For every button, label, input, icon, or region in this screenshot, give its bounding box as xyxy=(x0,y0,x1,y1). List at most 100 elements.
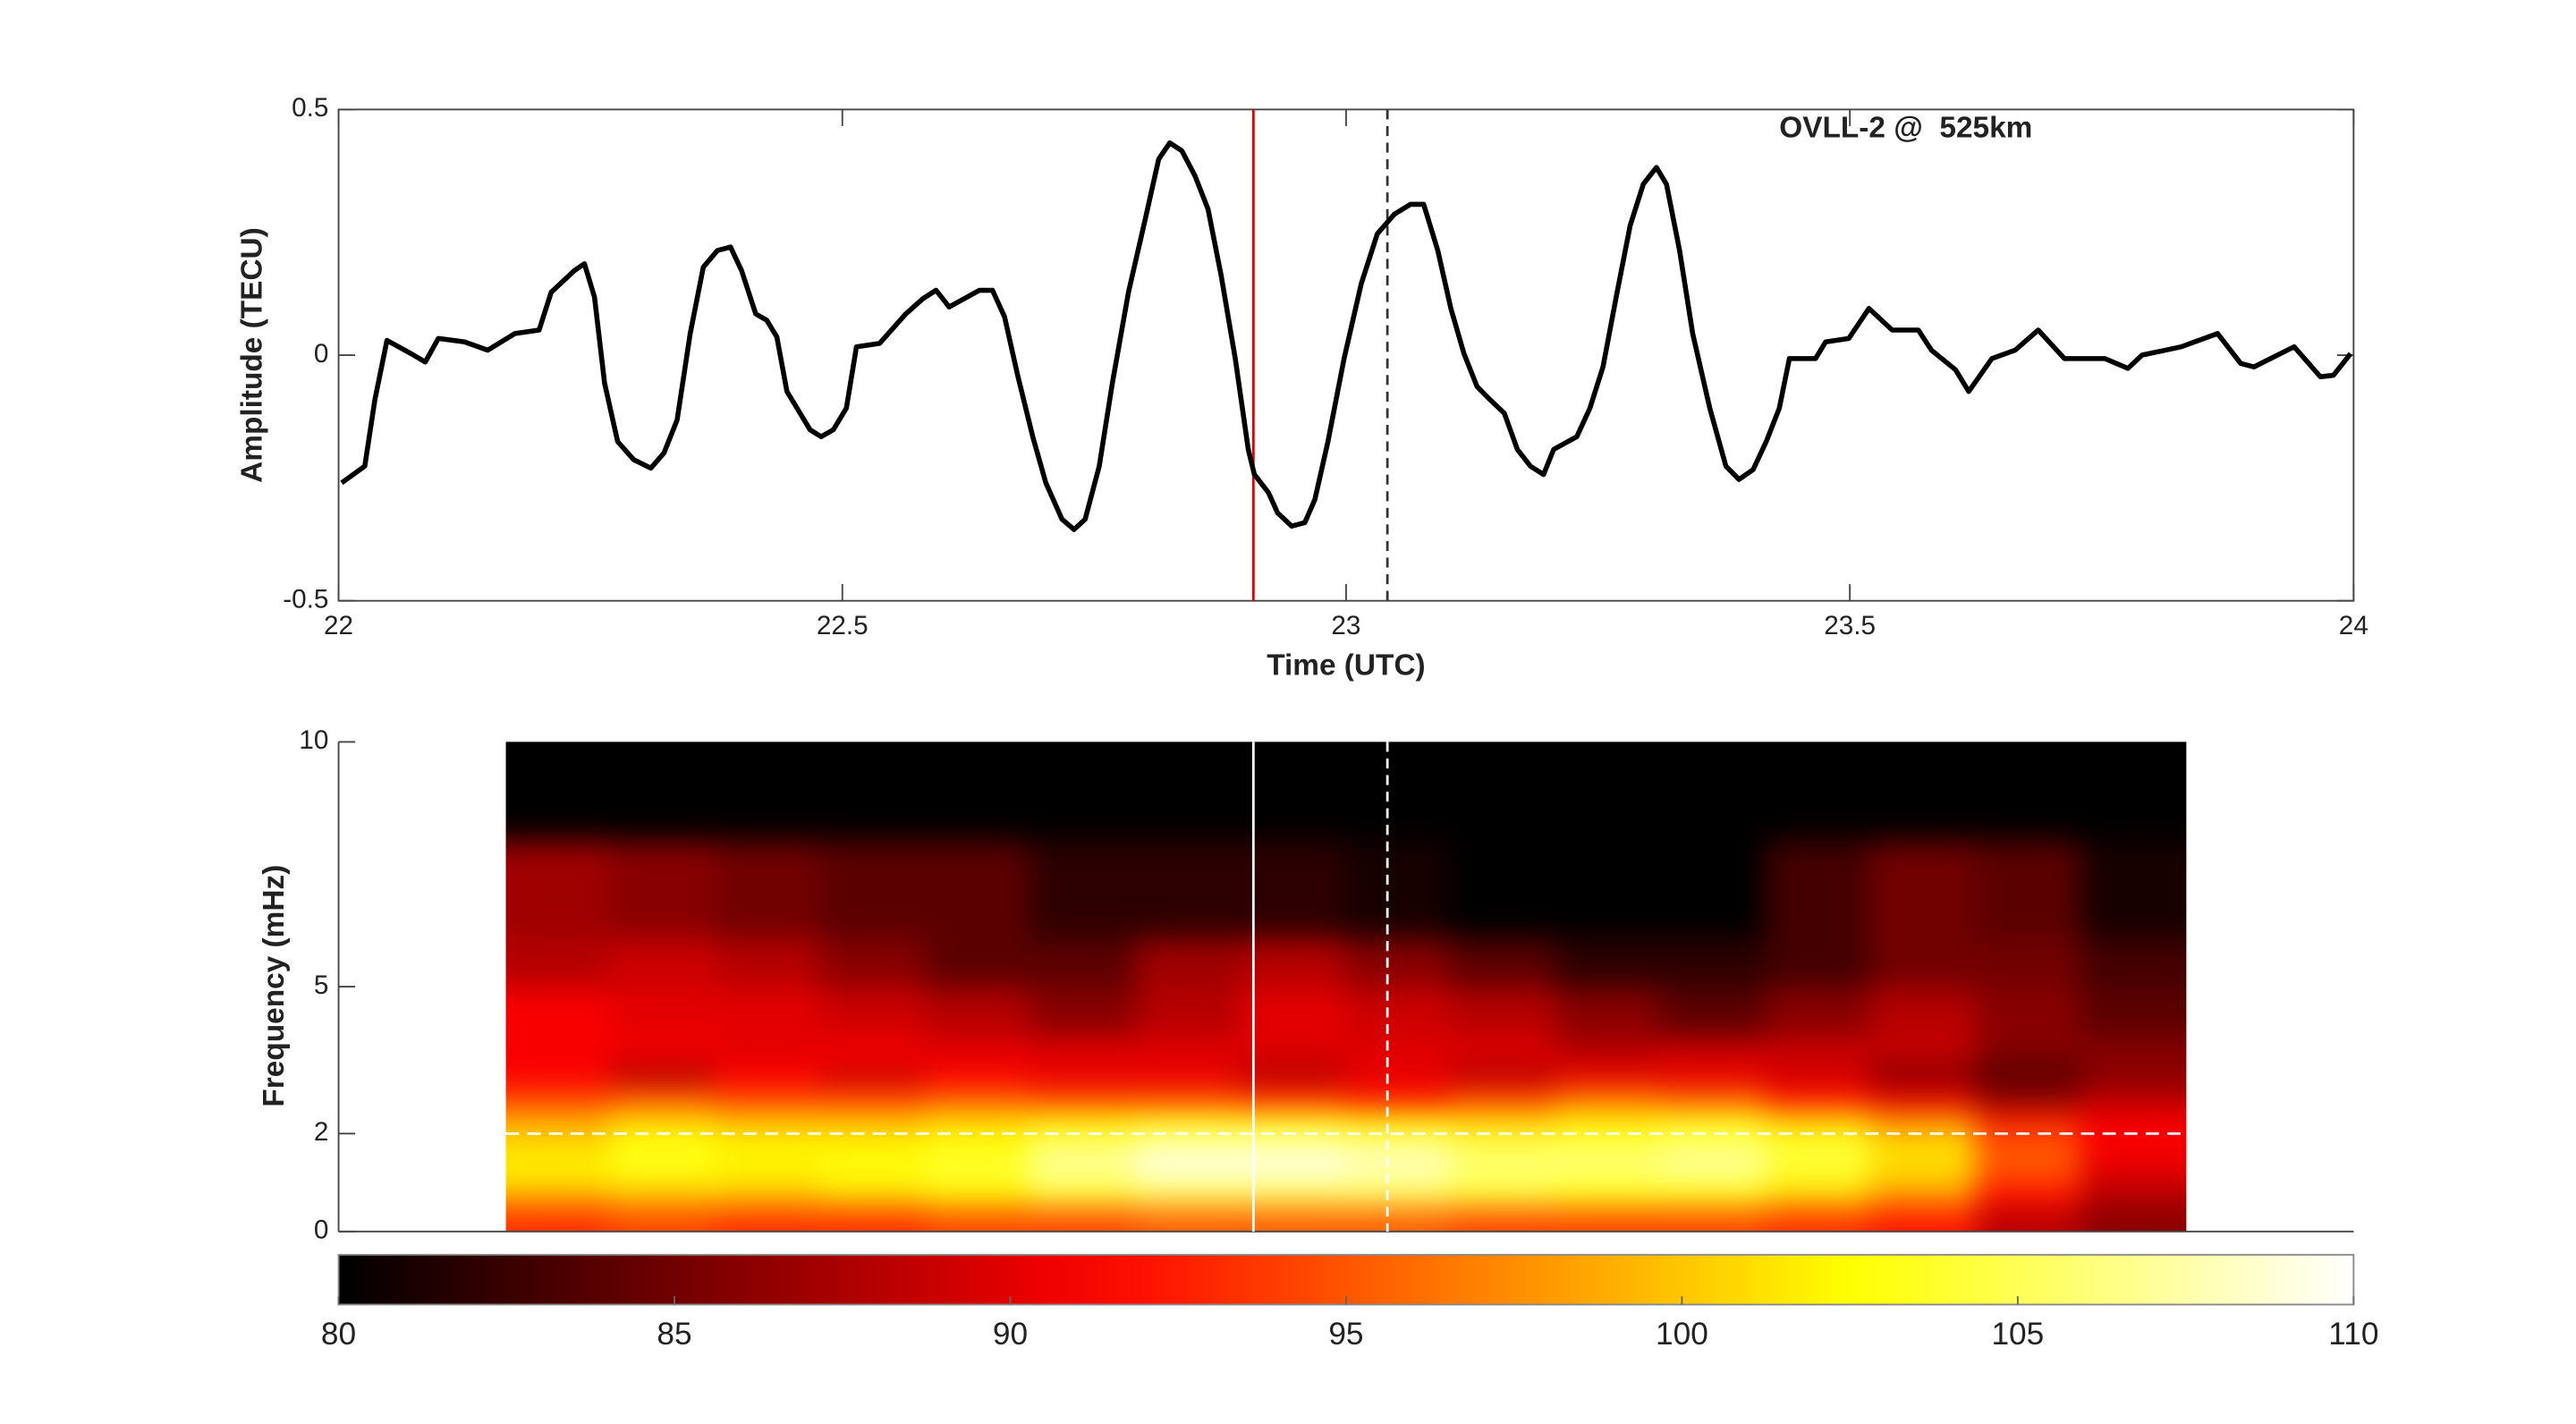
heat-cell xyxy=(1765,1182,1872,1208)
heat-cell xyxy=(1135,937,1242,988)
heat-cell xyxy=(505,1059,612,1086)
heat-cell xyxy=(609,1034,717,1062)
colorbar-tick-label: 80 xyxy=(321,1317,356,1352)
heat-cell xyxy=(1450,838,1558,939)
heat-cell xyxy=(716,1108,823,1135)
heat-cell xyxy=(1030,1206,1138,1232)
heat-cell xyxy=(1660,937,1767,988)
heat-cell xyxy=(1135,986,1242,1037)
heat-cell xyxy=(1135,1034,1242,1062)
heat-cell xyxy=(1765,1206,1872,1232)
heat-cell xyxy=(1135,1059,1242,1086)
heat-cell xyxy=(1555,1132,1663,1159)
heat-cell xyxy=(1345,1132,1453,1159)
heat-cell xyxy=(716,838,823,939)
heat-cell xyxy=(1555,742,1663,841)
y-axis-label: Frequency (mHz) xyxy=(258,865,291,1107)
heat-cell xyxy=(1869,838,1978,939)
heat-cell xyxy=(716,986,823,1037)
heat-cell xyxy=(1976,1182,2083,1208)
heat-cell xyxy=(925,1182,1032,1208)
heat-cell xyxy=(820,1108,928,1135)
heat-cell xyxy=(1660,1034,1767,1062)
heat-cell xyxy=(1450,1182,1558,1208)
heat-cell xyxy=(1660,1132,1767,1159)
heat-cell xyxy=(1869,1206,1978,1232)
heat-cell xyxy=(1450,1206,1558,1232)
heat-cell xyxy=(925,1157,1032,1184)
heat-cell xyxy=(609,986,717,1037)
heat-cell xyxy=(1976,1157,2083,1184)
heat-cell xyxy=(1450,1059,1558,1086)
heat-cell xyxy=(1765,1059,1872,1086)
heat-cell xyxy=(820,1206,928,1232)
heat-cell xyxy=(505,1108,612,1135)
heat-cell xyxy=(1555,1157,1663,1184)
heat-cell xyxy=(716,742,823,841)
heat-cell xyxy=(1976,742,2083,841)
heat-cell xyxy=(1660,1182,1767,1208)
heat-cell xyxy=(1030,1157,1138,1184)
heat-cell xyxy=(1660,742,1767,841)
heat-cell xyxy=(1976,986,2083,1037)
heat-cell xyxy=(820,937,928,988)
heat-cell xyxy=(1976,1059,2083,1086)
heat-cell xyxy=(1450,1034,1558,1062)
heat-cell xyxy=(1240,742,1347,841)
heat-cell xyxy=(1240,1206,1347,1232)
heat-cell xyxy=(1869,1182,1978,1208)
heat-cell xyxy=(1240,1157,1347,1184)
heat-cell xyxy=(1555,1034,1663,1062)
x-tick-label: 22.5 xyxy=(817,611,869,640)
heat-cell xyxy=(505,838,612,939)
x-tick-label: 22 xyxy=(324,611,353,640)
x-tick-label: 24 xyxy=(2339,611,2368,640)
y-tick-label: 10 xyxy=(299,725,328,755)
y-tick-label: 2 xyxy=(314,1117,329,1147)
heat-cell xyxy=(2080,1059,2187,1086)
heat-cell xyxy=(1976,937,2083,988)
heat-cell xyxy=(716,1059,823,1086)
heat-cell xyxy=(1869,1108,1978,1135)
heat-cell xyxy=(1976,838,2083,939)
heat-cell xyxy=(2080,1083,2187,1110)
heat-cell xyxy=(1976,1206,2083,1232)
heat-cell xyxy=(1765,1034,1872,1062)
heat-cell xyxy=(1660,1059,1767,1086)
heat-cell xyxy=(1345,1157,1453,1184)
heat-cell xyxy=(505,986,612,1037)
x-tick-label: 23 xyxy=(1331,611,1360,640)
heat-cell xyxy=(1030,1059,1138,1086)
heat-cell xyxy=(925,1132,1032,1159)
heat-cell xyxy=(716,937,823,988)
heat-cell xyxy=(1976,1132,2083,1159)
heat-cell xyxy=(1240,1083,1347,1110)
y-tick-label: 0 xyxy=(314,1216,329,1245)
heat-cell xyxy=(1240,1132,1347,1159)
heat-cell xyxy=(2080,1157,2187,1184)
heat-cell xyxy=(1345,986,1453,1037)
heat-cell xyxy=(1555,1059,1663,1086)
heat-cell xyxy=(1345,1059,1453,1086)
heat-cell xyxy=(1869,986,1978,1037)
heat-cell xyxy=(1976,1108,2083,1135)
heat-cell xyxy=(609,1059,717,1086)
heat-cell xyxy=(1030,986,1138,1037)
heat-cell xyxy=(1345,742,1453,841)
heat-cell xyxy=(820,1182,928,1208)
heat-cell xyxy=(2080,1108,2187,1135)
heat-cell xyxy=(820,1157,928,1184)
heat-cell xyxy=(2080,838,2187,939)
heat-cell xyxy=(716,1083,823,1110)
heat-cell xyxy=(820,742,928,841)
y-tick-label: -0.5 xyxy=(283,585,328,615)
heat-cell xyxy=(505,1157,612,1184)
heat-cell xyxy=(1030,742,1138,841)
heat-cell xyxy=(1240,838,1347,939)
heat-cell xyxy=(1555,1206,1663,1232)
heat-cell xyxy=(925,1206,1032,1232)
heat-cell xyxy=(1765,1083,1872,1110)
heat-cell xyxy=(505,937,612,988)
heat-cell xyxy=(820,1132,928,1159)
heat-cell xyxy=(1660,1206,1767,1232)
